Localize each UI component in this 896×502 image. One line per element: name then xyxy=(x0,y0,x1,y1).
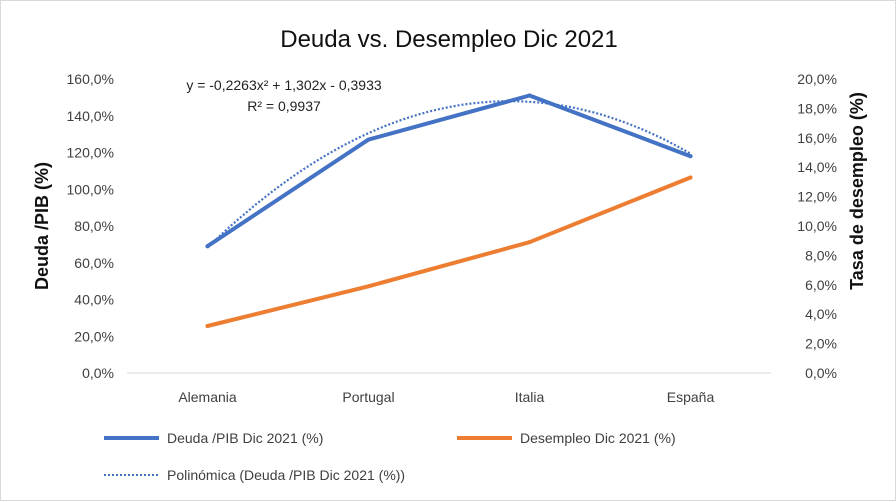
x-tick-label: España xyxy=(667,389,715,405)
right-axis-title: Tasa de desempleo (%) xyxy=(847,92,867,290)
trendline-equation: y = -0,2263x² + 1,302x - 0,3933 xyxy=(186,77,382,93)
right-axis-ticks: 0,0% 2,0% 4,0% 6,0% 8,0% 10,0% 12,0% 14,0% 16,0%… xyxy=(797,71,837,381)
left-tick-label: 40,0% xyxy=(74,292,114,308)
x-axis-ticks: Alemania Portugal Italia España xyxy=(178,389,714,405)
left-tick-label: 0,0% xyxy=(82,365,114,381)
right-tick-label: 16,0% xyxy=(797,130,837,146)
left-tick-label: 20,0% xyxy=(74,328,114,344)
right-tick-label: 2,0% xyxy=(805,336,837,352)
data-point-desempleo xyxy=(366,284,371,289)
right-tick-label: 10,0% xyxy=(797,218,837,234)
left-tick-label: 140,0% xyxy=(67,108,114,124)
right-tick-label: 20,0% xyxy=(797,71,837,87)
data-point-deuda xyxy=(527,93,532,98)
data-point-deuda xyxy=(366,137,371,142)
data-point-desempleo xyxy=(527,240,532,245)
left-axis-title: Deuda /PIB (%) xyxy=(32,162,52,290)
legend-label-polinomica: Polinómica (Deuda /PIB Dic 2021 (%)) xyxy=(167,467,405,483)
legend-item-desempleo[interactable]: Desempleo Dic 2021 (%) xyxy=(457,430,676,446)
data-point-deuda xyxy=(688,154,693,159)
legend-item-polinomica[interactable]: Polinómica (Deuda /PIB Dic 2021 (%)) xyxy=(104,467,405,483)
left-tick-label: 160,0% xyxy=(67,71,114,87)
right-tick-label: 4,0% xyxy=(805,306,837,322)
series-line-desempleo xyxy=(205,175,693,328)
left-tick-label: 120,0% xyxy=(67,145,114,161)
right-tick-label: 0,0% xyxy=(805,365,837,381)
trendline-polinomica xyxy=(206,100,692,249)
legend: Deuda /PIB Dic 2021 (%) Desempleo Dic 20… xyxy=(104,430,676,483)
legend-label-deuda: Deuda /PIB Dic 2021 (%) xyxy=(167,430,323,446)
left-axis-ticks: 0,0% 20,0% 40,0% 60,0% 80,0% 100,0% 120,0% 140,… xyxy=(67,71,114,381)
data-point-desempleo xyxy=(688,175,693,180)
right-tick-label: 12,0% xyxy=(797,189,837,205)
right-tick-label: 18,0% xyxy=(797,100,837,116)
left-tick-label: 60,0% xyxy=(74,255,114,271)
left-tick-label: 80,0% xyxy=(74,218,114,234)
plot-area xyxy=(205,93,693,328)
legend-label-desempleo: Desempleo Dic 2021 (%) xyxy=(520,430,676,446)
x-tick-label: Portugal xyxy=(342,389,394,405)
x-tick-label: Italia xyxy=(515,389,545,405)
trendline-r2: R² = 0,9937 xyxy=(247,98,321,114)
data-point-desempleo xyxy=(205,323,210,328)
legend-item-deuda[interactable]: Deuda /PIB Dic 2021 (%) xyxy=(104,430,323,446)
right-tick-label: 14,0% xyxy=(797,159,837,175)
left-tick-label: 100,0% xyxy=(67,181,114,197)
series-line-deuda xyxy=(205,93,693,249)
right-tick-label: 6,0% xyxy=(805,277,837,293)
x-tick-label: Alemania xyxy=(178,389,237,405)
right-tick-label: 8,0% xyxy=(805,247,837,263)
chart-title: Deuda vs. Desempleo Dic 2021 xyxy=(280,26,618,53)
